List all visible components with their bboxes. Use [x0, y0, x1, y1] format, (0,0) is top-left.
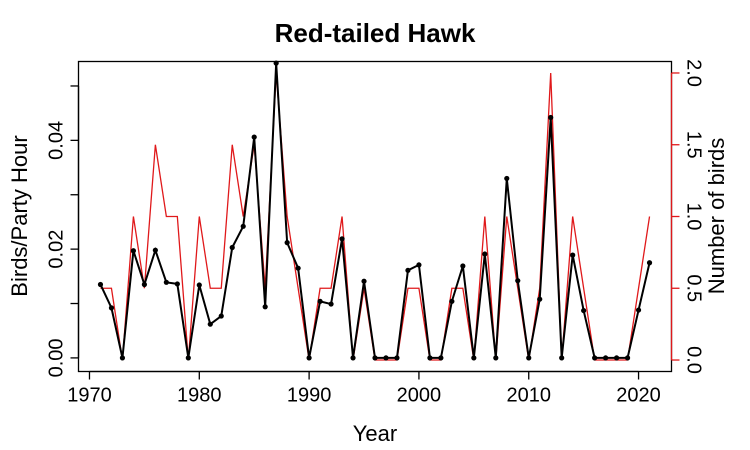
data-point: [196, 282, 202, 288]
data-point: [361, 278, 367, 284]
data-point: [284, 240, 290, 246]
x-tick-label: 2000: [397, 385, 442, 407]
data-point: [218, 313, 224, 319]
y-axis-right: 0.0 0.5 1.0 1.5 2.0: [670, 59, 705, 374]
line-birds-per-party-hour: [99, 63, 651, 359]
data-point: [130, 248, 137, 254]
data-point: [339, 236, 345, 242]
y-right-tick-label: 0.5: [683, 274, 705, 302]
data-point: [526, 355, 532, 361]
x-tick-label: 1970: [67, 385, 112, 407]
data-point: [416, 262, 422, 268]
y-left-tick-label: 0.04: [46, 121, 68, 160]
data-point: [273, 60, 279, 66]
data-point: [548, 114, 554, 121]
data-point: [251, 134, 257, 140]
data-point: [262, 304, 268, 310]
y-left-tick-label: 0.00: [46, 338, 68, 377]
data-point: [317, 298, 323, 304]
data-point: [141, 281, 147, 288]
chart-title: Red-tailed Hawk: [275, 18, 476, 48]
data-point: [427, 355, 433, 361]
data-point: [174, 281, 180, 287]
data-point: [537, 296, 543, 302]
x-axis: 1970 1980 1990 2000 2010 2020: [67, 370, 661, 407]
data-point: [306, 355, 312, 361]
data-point: [119, 355, 126, 361]
data-point: [350, 355, 356, 361]
data-point: [635, 307, 642, 313]
x-tick-label: 2010: [506, 385, 551, 407]
data-point: [613, 355, 620, 361]
data-point: [372, 355, 378, 361]
data-point: [581, 307, 587, 314]
data-point: [207, 321, 213, 327]
data-point: [328, 301, 334, 307]
data-point: [646, 260, 653, 266]
y-axis-left: 0.00 0.02 0.04: [46, 85, 80, 377]
data-point: [482, 251, 488, 257]
data-point: [603, 355, 609, 361]
data-point: [504, 175, 510, 182]
data-point: [185, 355, 191, 361]
data-point: [152, 247, 158, 253]
data-point: [559, 355, 565, 361]
data-point: [405, 267, 411, 273]
data-point: [449, 298, 455, 304]
data-point: [515, 278, 521, 284]
y-axis-left-label: Birds/Party Hour: [7, 135, 32, 296]
series-birds-per-party-hour: [97, 60, 653, 361]
data-point: [97, 281, 104, 288]
y-right-tick-label: 0.0: [683, 346, 705, 374]
data-point: [229, 244, 235, 251]
data-point: [108, 305, 115, 311]
y-left-tick-label: 0.02: [46, 230, 68, 269]
y-axis-right-label: Number of birds: [704, 138, 729, 295]
data-point: [240, 223, 246, 229]
data-point: [471, 355, 477, 361]
x-tick-label: 2020: [616, 385, 661, 407]
x-tick-label: 1990: [287, 385, 332, 407]
data-point: [438, 355, 444, 361]
data-point: [570, 252, 576, 258]
y-right-tick-label: 1.5: [683, 131, 705, 159]
data-point: [592, 355, 598, 361]
x-tick-label: 1980: [177, 385, 222, 407]
y-right-tick-label: 2.0: [683, 59, 705, 87]
data-point: [163, 279, 169, 285]
data-point: [383, 355, 389, 361]
data-point: [493, 355, 499, 361]
data-point: [460, 263, 466, 269]
data-point: [295, 265, 301, 271]
x-axis-label: Year: [353, 421, 397, 446]
data-point: [624, 355, 631, 361]
y-right-tick-label: 1.0: [683, 203, 705, 231]
data-point: [394, 355, 400, 361]
